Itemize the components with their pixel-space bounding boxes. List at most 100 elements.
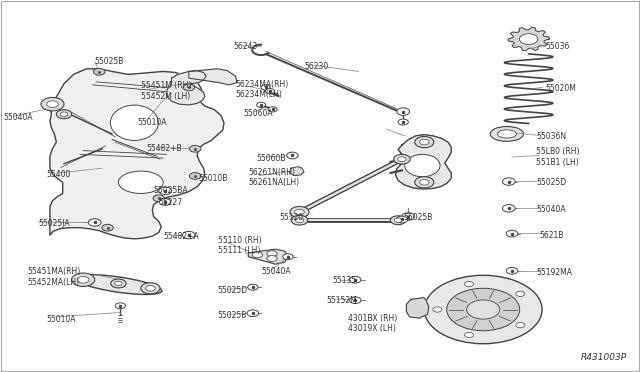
Circle shape (72, 273, 95, 286)
Text: 55482+A: 55482+A (163, 232, 199, 241)
Polygon shape (189, 69, 237, 85)
Text: 55010B: 55010B (198, 174, 228, 183)
Circle shape (93, 68, 105, 75)
Text: 55451MA(RH)
55452MA(LH): 55451MA(RH) 55452MA(LH) (28, 267, 81, 287)
Circle shape (516, 323, 525, 328)
Circle shape (88, 219, 101, 226)
Circle shape (247, 310, 259, 317)
Circle shape (502, 205, 515, 212)
Text: 55025JA: 55025JA (38, 219, 70, 228)
Text: 55020M: 55020M (545, 84, 576, 93)
Text: 55040A: 55040A (3, 113, 33, 122)
Circle shape (465, 282, 474, 287)
Ellipse shape (118, 171, 163, 193)
Polygon shape (75, 275, 162, 294)
Circle shape (159, 187, 172, 195)
Ellipse shape (405, 154, 440, 177)
Circle shape (465, 332, 474, 337)
Circle shape (349, 276, 361, 283)
Circle shape (257, 102, 266, 108)
Circle shape (394, 218, 402, 222)
Polygon shape (508, 27, 549, 51)
Circle shape (267, 256, 277, 262)
Text: R431003P: R431003P (581, 353, 627, 362)
Text: 55025B: 55025B (403, 213, 433, 222)
Circle shape (467, 300, 500, 319)
Text: 55060A: 55060A (243, 109, 273, 118)
Ellipse shape (490, 126, 524, 141)
Circle shape (183, 84, 195, 91)
Text: 55400: 55400 (47, 170, 71, 179)
Circle shape (447, 288, 520, 331)
Circle shape (424, 275, 542, 344)
Text: 55036N: 55036N (536, 132, 566, 141)
Circle shape (420, 179, 429, 185)
Circle shape (102, 224, 113, 231)
Circle shape (266, 89, 275, 94)
Circle shape (506, 230, 518, 237)
Text: 55482+B: 55482+B (146, 144, 182, 153)
Circle shape (415, 137, 434, 148)
Text: 55152M: 55152M (326, 296, 357, 305)
Polygon shape (50, 69, 224, 239)
Text: 55040A: 55040A (261, 267, 291, 276)
Circle shape (182, 231, 195, 239)
Polygon shape (406, 298, 429, 318)
Circle shape (56, 110, 72, 119)
Ellipse shape (111, 105, 159, 141)
Circle shape (398, 119, 408, 125)
Text: 55060B: 55060B (256, 154, 285, 163)
Circle shape (396, 216, 408, 223)
Text: 55036: 55036 (545, 42, 570, 51)
Circle shape (189, 145, 201, 152)
Polygon shape (248, 249, 288, 264)
Text: 55120: 55120 (279, 213, 303, 222)
Circle shape (77, 276, 89, 283)
Circle shape (141, 283, 160, 294)
Circle shape (60, 112, 68, 116)
Circle shape (415, 177, 434, 188)
Circle shape (295, 209, 305, 215)
Circle shape (115, 303, 125, 309)
Text: 55192MA: 55192MA (536, 268, 572, 277)
Circle shape (159, 199, 171, 205)
Text: 55LB0 (RH)
551B1 (LH): 55LB0 (RH) 551B1 (LH) (536, 147, 580, 167)
Text: 55040A: 55040A (536, 205, 566, 214)
Text: 55010A: 55010A (46, 315, 76, 324)
Circle shape (520, 34, 538, 44)
Circle shape (115, 281, 122, 286)
Ellipse shape (497, 130, 516, 138)
Text: 55025B: 55025B (95, 57, 124, 66)
Text: 56234MA(RH)
56234M(LH): 56234MA(RH) 56234M(LH) (236, 80, 289, 99)
Text: 55025B: 55025B (218, 311, 247, 320)
Text: 4301BX (RH)
43019X (LH): 4301BX (RH) 43019X (LH) (348, 314, 397, 333)
Circle shape (41, 97, 64, 111)
Text: 55135: 55135 (333, 276, 357, 285)
Circle shape (290, 206, 309, 218)
Text: 55451M (RH)
55452M (LH): 55451M (RH) 55452M (LH) (141, 81, 191, 101)
Circle shape (283, 254, 293, 260)
Polygon shape (289, 167, 304, 176)
Circle shape (506, 267, 518, 274)
Circle shape (287, 152, 298, 159)
Text: 56230: 56230 (305, 62, 329, 71)
Text: 56243: 56243 (234, 42, 258, 51)
Circle shape (291, 215, 308, 225)
Circle shape (516, 291, 525, 296)
Circle shape (390, 216, 406, 225)
Polygon shape (166, 71, 206, 105)
Circle shape (145, 286, 155, 291)
Circle shape (402, 213, 415, 220)
Circle shape (502, 178, 515, 185)
Circle shape (189, 173, 201, 179)
Circle shape (153, 195, 164, 202)
Text: 55010A: 55010A (138, 118, 167, 127)
Circle shape (47, 101, 58, 108)
Text: 55025BA: 55025BA (154, 186, 188, 195)
Circle shape (433, 307, 442, 312)
Circle shape (349, 297, 361, 304)
Text: 55025D: 55025D (536, 178, 566, 187)
Text: 55227: 55227 (159, 198, 183, 207)
Circle shape (394, 154, 410, 164)
Circle shape (111, 279, 126, 288)
